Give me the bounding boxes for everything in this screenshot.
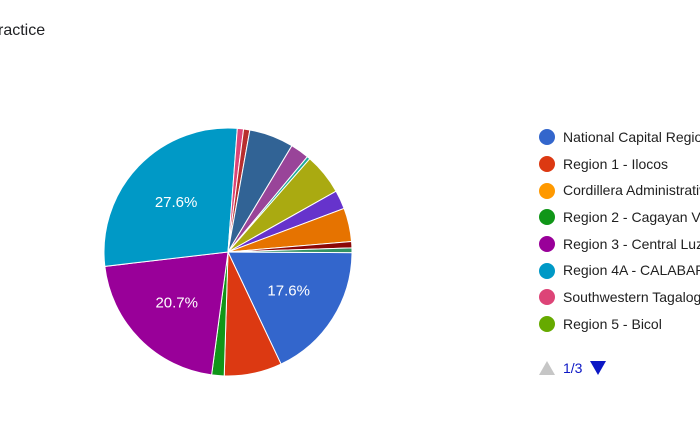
legend-swatch	[539, 129, 555, 146]
chart-title: ractice	[0, 22, 46, 39]
legend-label: Region 3 - Central Luzon	[563, 235, 700, 252]
legend-label: Cordillera Administrative Region	[563, 182, 700, 199]
triangle-down-icon[interactable]	[590, 361, 607, 375]
legend-page-label: 1/3	[563, 360, 583, 376]
legend-swatch	[539, 236, 555, 253]
slice-data-label: 27.6%	[155, 194, 198, 211]
pie-slice	[103, 127, 238, 267]
legend-swatch	[539, 289, 555, 306]
legend-label: Region 5 - Bicol	[563, 315, 662, 332]
slice-data-label: 17.6%	[267, 283, 310, 300]
legend-item: Region 3 - Central Luzon	[539, 231, 700, 258]
legend-item: National Capital Region	[539, 124, 700, 151]
slice-data-label: 20.7%	[155, 294, 198, 311]
legend-label: Southwestern Tagalog Region	[563, 289, 700, 306]
legend-swatch	[539, 209, 555, 226]
pie-slice	[227, 251, 353, 365]
legend-label: Region 2 - Cagayan Valley	[563, 209, 700, 226]
legend-item: Region 1 - Ilocos	[539, 151, 700, 178]
legend-swatch	[539, 182, 555, 199]
pie-slice	[104, 251, 229, 376]
legend-item: Southwestern Tagalog Region	[539, 284, 700, 311]
triangle-up-icon	[539, 361, 555, 375]
legend-item: Cordillera Administrative Region	[539, 177, 700, 204]
legend-swatch	[539, 316, 555, 333]
legend-item: Region 4A - CALABARZON	[539, 257, 700, 284]
legend-item: Region 2 - Cagayan Valley	[539, 204, 700, 231]
legend-swatch	[539, 262, 555, 279]
legend-label: National Capital Region	[563, 129, 700, 145]
legend-item: Region 5 - Bicol	[539, 311, 700, 338]
legend-label: Region 4A - CALABARZON	[563, 262, 700, 279]
pie-slice	[227, 247, 353, 254]
legend-pager: 1/3	[539, 360, 607, 376]
legend-label: Region 1 - Ilocos	[563, 155, 669, 172]
legend-swatch	[539, 156, 555, 173]
chart-legend: National Capital Region Region 1 - Ilocos…	[539, 124, 700, 338]
